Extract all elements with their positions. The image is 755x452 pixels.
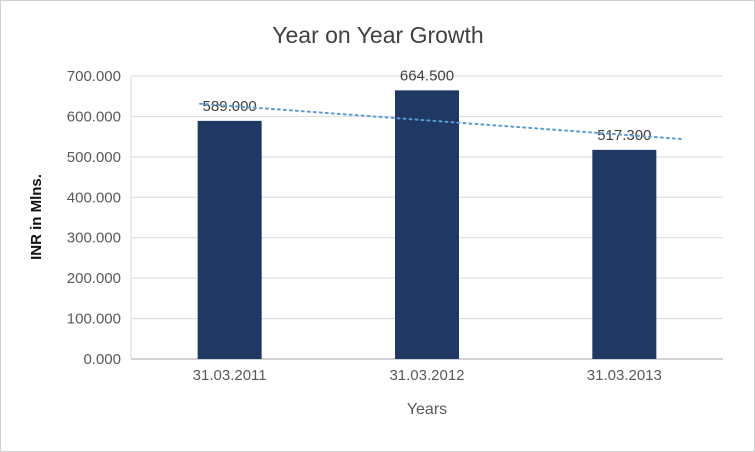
chart-title: Year on Year Growth	[272, 22, 483, 48]
x-axis-title: Years	[407, 401, 447, 418]
bar	[197, 120, 262, 359]
bar	[395, 90, 459, 359]
x-category-label: 31.03.2011	[193, 367, 267, 384]
y-axis-title: INR in Mlns.	[28, 174, 45, 260]
y-tick-label: 0.000	[83, 351, 121, 368]
y-tick-label: 300.000	[67, 230, 121, 247]
plot-area: 0.000 100.000 200.000 300.000 400.000 500.000…	[67, 67, 723, 384]
y-tick-label: 200.000	[67, 270, 121, 287]
bar-data-label: 664.500	[400, 67, 454, 84]
bar	[592, 149, 657, 359]
y-tick-label: 700.000	[67, 68, 121, 85]
y-tick-label: 100.000	[67, 311, 121, 328]
y-tick-label: 600.000	[67, 108, 121, 125]
trendline	[199, 102, 685, 141]
y-tick-label: 500.000	[67, 149, 121, 166]
y-tick-label: 400.000	[67, 189, 121, 206]
x-category-label: 31.03.2012	[389, 367, 464, 384]
x-category-label: 31.03.2013	[587, 367, 662, 384]
